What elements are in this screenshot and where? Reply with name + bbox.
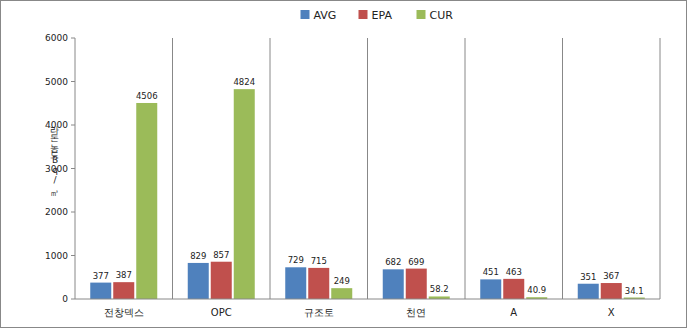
chart-frame: [1, 1, 687, 328]
data-label: 829: [190, 251, 206, 261]
y-tick: [71, 168, 75, 169]
bar: [331, 288, 352, 299]
chart-container: 0100020003000400050006000라돈농도Bq/㎥3773874…: [0, 0, 687, 328]
bar: [480, 279, 501, 299]
bar: [406, 269, 427, 299]
y-tick-label: 2000: [45, 207, 68, 217]
y-tick: [71, 255, 75, 256]
y-tick-label: 0: [62, 294, 68, 304]
y-tick: [71, 212, 75, 213]
legend-swatch: [301, 10, 310, 19]
y-tick: [71, 125, 75, 126]
bar: [578, 284, 599, 299]
bar: [383, 269, 404, 299]
data-label: 4824: [233, 77, 255, 87]
data-label: 351: [580, 272, 596, 282]
bars: [90, 89, 645, 299]
y-tick: [71, 38, 75, 39]
data-label: 34.1: [625, 286, 644, 296]
y-tick-label: 6000: [45, 33, 68, 43]
x-tick-label: OPC: [211, 307, 232, 318]
data-label: 387: [116, 270, 132, 280]
legend-label: EPA: [372, 9, 393, 22]
y-axis-label: 라돈농도Bq/㎥: [50, 119, 60, 196]
x-tick-label: 규조토: [304, 307, 334, 318]
bar: [136, 103, 157, 299]
data-label: 715: [311, 256, 327, 266]
bar: [308, 268, 329, 299]
category-divider: [270, 38, 271, 299]
y-tick: [71, 81, 75, 82]
data-label: 729: [288, 255, 304, 265]
category-divider: [172, 38, 173, 299]
bar: [503, 279, 524, 299]
category-divider: [660, 38, 661, 299]
y-axis: [75, 38, 76, 299]
data-label: 463: [506, 267, 522, 277]
x-tick-label: X: [608, 307, 615, 318]
legend-swatch: [417, 10, 426, 19]
bar: [90, 283, 111, 299]
category-divider: [367, 38, 368, 299]
bar: [188, 263, 209, 299]
legend-swatch: [359, 10, 368, 19]
x-tick-label: 전창덱스: [104, 307, 144, 318]
legend: AVG EPA CUR: [301, 9, 454, 22]
y-tick-label: 1000: [45, 251, 68, 261]
bar: [211, 262, 232, 299]
data-labels: 377 387 4506 829 857 4824 729 715 249 682 699 58.2 4…: [93, 77, 644, 295]
category-divider: [562, 38, 563, 299]
bar: [601, 283, 622, 299]
bar: [113, 282, 134, 299]
x-axis: [75, 299, 660, 300]
category-divider: [465, 38, 466, 299]
data-label: 40.9: [527, 285, 546, 295]
data-label: 699: [408, 257, 424, 267]
data-label: 58.2: [430, 284, 449, 294]
data-label: 249: [334, 276, 350, 286]
x-tick-label: 천연: [406, 307, 426, 318]
data-label: 367: [603, 271, 619, 281]
bar: [234, 89, 255, 299]
chart-svg: 0100020003000400050006000라돈농도Bq/㎥3773874…: [0, 0, 687, 328]
data-label: 857: [213, 250, 229, 260]
data-label: 682: [385, 257, 401, 267]
y-tick: [71, 299, 75, 300]
y-tick-label: 5000: [45, 77, 68, 87]
bar: [285, 267, 306, 299]
data-label: 4506: [136, 91, 158, 101]
legend-label: AVG: [314, 9, 337, 22]
data-label: 377: [93, 271, 109, 281]
data-label: 451: [483, 267, 499, 277]
legend-label: CUR: [430, 9, 454, 22]
x-tick-label: A: [510, 307, 517, 318]
